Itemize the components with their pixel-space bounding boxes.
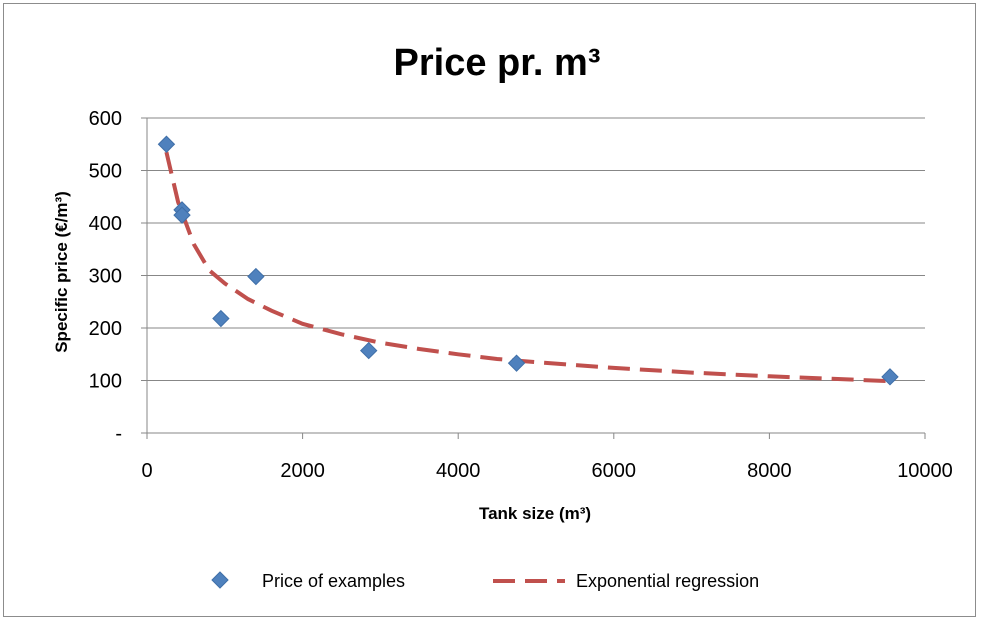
chart-title: Price pr. m³ xyxy=(394,42,601,84)
legend-label-exponential-regression: Exponential regression xyxy=(576,571,759,591)
axes xyxy=(146,118,926,439)
data-point-4 xyxy=(247,267,265,286)
y-tick-label: 200 xyxy=(89,318,122,340)
x-tick-labels: 0 2000 4000 6000 8000 10000 xyxy=(141,460,952,482)
y-axis-title: Specific price (€/m³) xyxy=(52,191,71,353)
plot-area xyxy=(157,135,899,386)
data-point-3 xyxy=(212,309,230,328)
x-tick-label: 2000 xyxy=(280,460,325,482)
legend-marker-price-of-examples xyxy=(211,571,229,589)
x-tick-label: 6000 xyxy=(592,460,637,482)
y-tick-labels: - 100 200 300 400 500 600 xyxy=(89,108,122,445)
data-point-7 xyxy=(881,368,899,386)
y-tick-label: - xyxy=(115,423,122,445)
legend: Price of examples Exponential regression xyxy=(211,571,759,591)
y-tick-label: 100 xyxy=(89,371,122,393)
y-tick-label: 500 xyxy=(89,161,122,183)
x-tick-label: 0 xyxy=(141,460,152,482)
data-point-5 xyxy=(360,341,378,360)
y-tick-label: 600 xyxy=(89,108,122,130)
x-tick-label: 4000 xyxy=(436,460,481,482)
data-point-6 xyxy=(507,354,526,372)
y-tick-label: 400 xyxy=(89,213,122,235)
data-point-0 xyxy=(157,135,176,153)
x-tick-label: 8000 xyxy=(747,460,792,482)
gridlines xyxy=(141,117,925,434)
chart-frame xyxy=(3,3,976,617)
legend-label-price-of-examples: Price of examples xyxy=(262,571,405,591)
y-tick-label: 300 xyxy=(89,266,122,288)
regression-line xyxy=(164,151,887,383)
data-point-2 xyxy=(173,206,191,224)
x-axis-title: Tank size (m³) xyxy=(479,504,591,523)
x-tick-label: 10000 xyxy=(897,460,953,482)
